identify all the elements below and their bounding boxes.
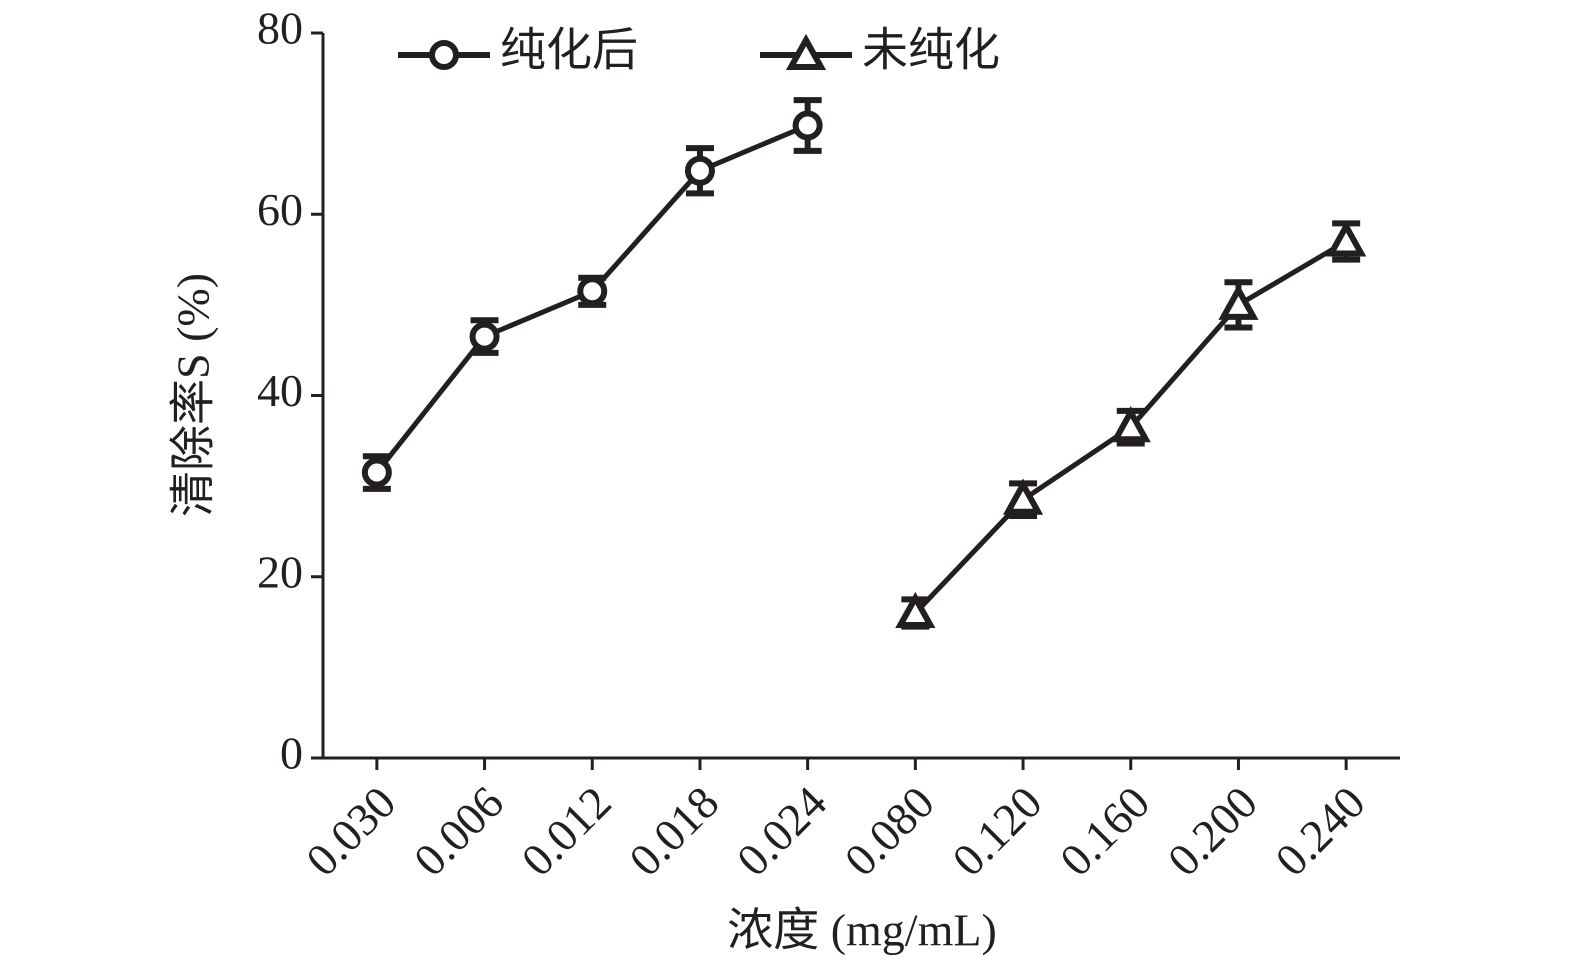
marker xyxy=(469,321,500,352)
marker xyxy=(1218,283,1259,320)
y-tick-label: 20 xyxy=(257,546,303,597)
x-tick-label: 0.006 xyxy=(404,776,513,885)
marker xyxy=(1002,478,1044,515)
x-tick-label: 0.030 xyxy=(296,776,405,885)
x-tick-label: 0.120 xyxy=(942,776,1051,885)
marker xyxy=(429,40,459,70)
x-axis-label: 浓度 (mg/mL) xyxy=(727,905,997,956)
x-tick-label: 0.240 xyxy=(1265,776,1374,885)
marker xyxy=(1326,220,1367,257)
marker xyxy=(684,155,715,186)
legend-label: 未纯化 xyxy=(862,25,1000,76)
x-tick-label: 0.200 xyxy=(1158,776,1267,885)
marker xyxy=(1110,406,1151,443)
x-tick-label: 0.160 xyxy=(1050,776,1159,885)
marker xyxy=(895,591,936,628)
y-tick-label: 60 xyxy=(257,184,303,235)
x-tick-label: 0.080 xyxy=(835,776,944,885)
marker xyxy=(785,33,827,70)
y-tick-label: 0 xyxy=(280,728,303,779)
marker xyxy=(792,110,823,141)
x-tick-label: 0.012 xyxy=(512,776,621,885)
marker xyxy=(361,457,392,488)
x-tick-label: 0.024 xyxy=(727,776,836,885)
y-tick-label: 40 xyxy=(257,365,303,416)
legend-label: 纯化后 xyxy=(500,25,638,76)
marker xyxy=(577,276,608,307)
x-tick-label: 0.018 xyxy=(619,776,728,885)
y-axis-label: 清除率S (%) xyxy=(168,273,219,517)
y-tick-label: 80 xyxy=(257,3,303,54)
